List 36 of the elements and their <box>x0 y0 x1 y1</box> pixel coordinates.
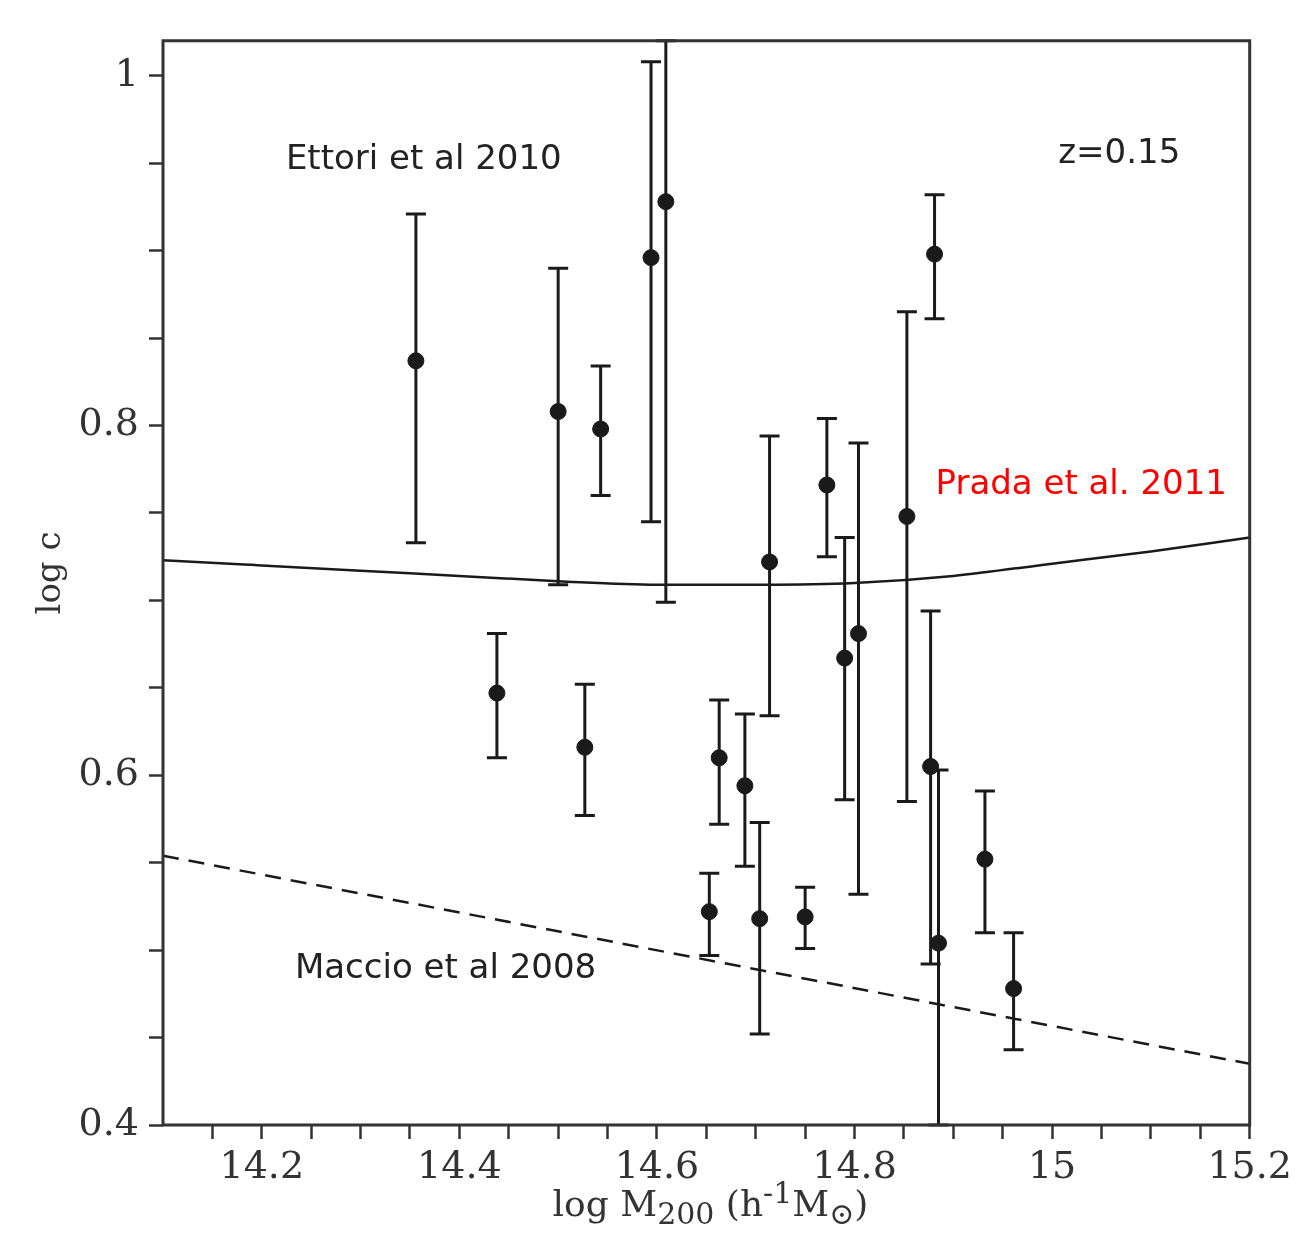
point <box>407 352 425 370</box>
annotation: Maccio et al 2008 <box>294 945 597 986</box>
point <box>751 910 769 928</box>
point <box>922 758 940 776</box>
point <box>710 749 728 767</box>
point <box>642 249 660 267</box>
x-tick-label: 14.4 <box>417 1142 502 1187</box>
point <box>549 403 567 421</box>
annotation: Prada et al. 2011 <box>935 462 1227 503</box>
point <box>592 420 610 438</box>
x-tick-label: 14.8 <box>812 1142 897 1187</box>
x-tick-label: 15.2 <box>1207 1142 1292 1187</box>
point <box>736 777 754 795</box>
annotation: Ettori et al 2010 <box>285 136 562 177</box>
y-tick-label: 0.4 <box>78 1099 139 1144</box>
point <box>700 903 718 921</box>
y-tick-label: 1 <box>114 50 139 95</box>
y-tick-label: 0.6 <box>78 750 139 795</box>
annotation: z=0.15 <box>1058 131 1181 172</box>
x-tick-label: 14.2 <box>219 1142 305 1187</box>
point <box>818 476 836 494</box>
x-tick-label: 15 <box>1027 1142 1077 1187</box>
point <box>488 684 506 702</box>
point <box>657 193 675 211</box>
y-axis-title: log c <box>28 530 68 617</box>
point <box>1005 980 1023 998</box>
point <box>576 738 594 756</box>
point <box>849 625 867 643</box>
point <box>796 908 814 926</box>
y-tick-label: 0.8 <box>78 400 139 445</box>
point <box>898 507 916 525</box>
point <box>930 934 948 952</box>
point <box>761 553 779 571</box>
point <box>836 649 854 667</box>
point <box>976 850 994 868</box>
point <box>926 245 944 263</box>
